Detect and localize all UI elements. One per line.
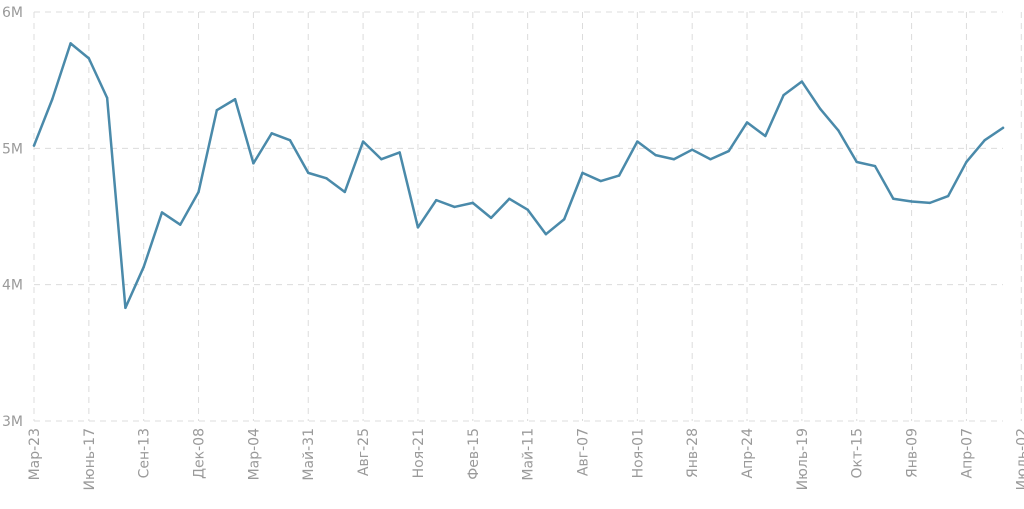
data-point (727, 149, 730, 153)
data-point (983, 138, 986, 142)
x-tick-label: Мар-04 (246, 428, 262, 481)
data-point (873, 164, 877, 168)
y-tick-label: 4M (2, 278, 23, 294)
data-point (544, 233, 548, 236)
x-tick-label: Авг-07 (575, 428, 591, 476)
data-point (672, 158, 676, 161)
data-point (197, 190, 200, 194)
grid (33, 11, 1022, 422)
data-point (928, 201, 932, 205)
data-point (489, 216, 493, 220)
data-point (526, 208, 529, 211)
data-point (654, 153, 657, 157)
data-point (270, 132, 273, 135)
x-tick-label: Июль-19 (795, 428, 811, 490)
data-point (1001, 126, 1005, 130)
data-point (617, 174, 621, 177)
data-point (745, 121, 749, 124)
x-tick-label: Апр-07 (959, 428, 975, 478)
data-point (910, 200, 913, 203)
x-tick-label: Июнь-17 (82, 428, 98, 491)
data-point (690, 148, 694, 151)
data-point (453, 205, 456, 209)
data-point (800, 80, 804, 83)
data-point (892, 197, 895, 200)
x-tick-label: Апр-24 (740, 428, 756, 479)
x-axis: Мар-23 Июнь-17 Сен-13 Дек-08 Мар-04 Май-31 Авг… (27, 428, 1024, 491)
data-point (709, 158, 712, 161)
data-point (581, 171, 584, 175)
x-tick-label: Ноя-01 (630, 428, 646, 478)
data-point (435, 198, 438, 202)
data-point (233, 98, 237, 101)
y-tick-label: 5M (2, 141, 23, 157)
data-point (636, 140, 639, 143)
data-point (124, 306, 127, 310)
data-point (599, 179, 602, 183)
x-tick-label: Июль-02 (1014, 428, 1024, 490)
data-point (69, 42, 72, 45)
data-point (142, 265, 145, 269)
data-point (288, 138, 292, 142)
data-point (398, 151, 401, 154)
data-point (51, 98, 54, 101)
x-tick-label: Май-31 (301, 428, 317, 481)
y-axis: 3M 4M 5M 6M (2, 5, 23, 430)
data-point (508, 197, 511, 200)
series-layer (32, 42, 1005, 310)
x-tick-label: Мар-23 (27, 428, 43, 480)
data-point (764, 134, 767, 138)
data-point (307, 171, 310, 175)
data-point (471, 201, 474, 205)
data-point (179, 223, 182, 226)
x-tick-label: Янв-28 (685, 428, 701, 478)
x-tick-label: Ноя-21 (411, 428, 427, 478)
x-tick-label: Дек-08 (192, 428, 208, 479)
data-point (215, 108, 219, 112)
data-point (855, 160, 858, 164)
x-tick-label: Окт-15 (850, 428, 866, 479)
data-point (380, 158, 383, 161)
data-point (563, 218, 566, 221)
y-tick-label: 6M (2, 5, 23, 21)
data-point (361, 140, 365, 143)
x-tick-label: Авг-25 (356, 428, 372, 476)
data-point (416, 226, 420, 229)
data-point (965, 160, 968, 164)
data-point (252, 162, 255, 165)
x-tick-label: Май-11 (521, 428, 537, 481)
x-tick-label: Янв-09 (905, 428, 921, 478)
data-point (87, 57, 91, 60)
y-tick-label: 3M (2, 414, 23, 430)
data-point (946, 194, 950, 198)
data-point (782, 93, 785, 97)
data-point (325, 177, 328, 180)
data-point (32, 144, 36, 147)
data-point (818, 107, 822, 111)
data-point (837, 129, 840, 132)
x-tick-label: Фев-15 (466, 428, 482, 480)
data-point (343, 190, 347, 194)
series-line (32, 42, 1005, 310)
data-point (160, 211, 164, 214)
data-point (105, 96, 109, 100)
x-tick-label: Сен-13 (137, 428, 153, 478)
